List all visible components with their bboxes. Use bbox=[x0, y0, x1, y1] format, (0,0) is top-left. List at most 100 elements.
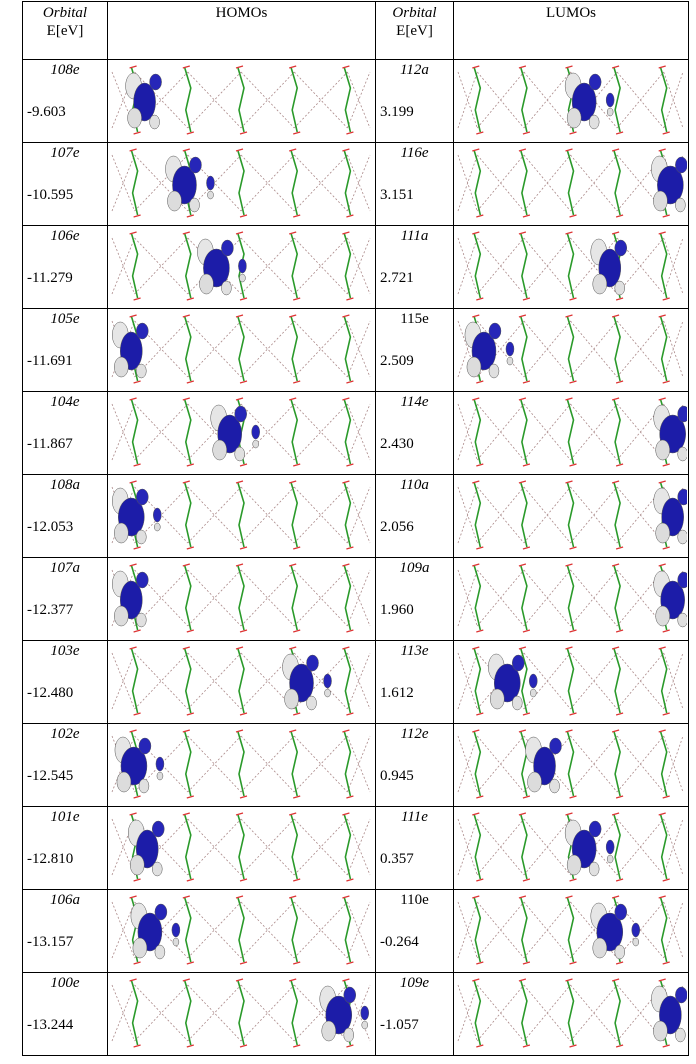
bond-dotted bbox=[476, 237, 525, 295]
image-cell bbox=[107, 723, 376, 807]
orbital-lobe bbox=[675, 156, 687, 174]
orbital-picture bbox=[111, 397, 371, 467]
image-cell bbox=[453, 640, 689, 724]
orbital-picture bbox=[457, 729, 684, 799]
atom-o bbox=[235, 563, 244, 567]
orbital-lobe bbox=[234, 446, 245, 462]
bond-dotted bbox=[293, 154, 348, 212]
bond-dotted bbox=[570, 735, 618, 793]
strand bbox=[613, 814, 621, 880]
atom-o bbox=[293, 961, 301, 965]
image-cell bbox=[453, 59, 689, 143]
orbital-lobe bbox=[677, 529, 687, 545]
atom-o bbox=[186, 463, 194, 467]
atom-o bbox=[235, 646, 244, 650]
atom-o bbox=[182, 231, 190, 235]
orbital-lobe bbox=[154, 944, 166, 960]
atom-o bbox=[186, 380, 194, 384]
atom-o bbox=[611, 314, 620, 318]
atom-o bbox=[342, 812, 350, 816]
orbital-lobe bbox=[189, 197, 200, 213]
orbital-lobe bbox=[206, 175, 215, 191]
atom-o bbox=[522, 795, 531, 799]
bond-dotted bbox=[457, 735, 478, 793]
strand bbox=[520, 150, 528, 216]
atom-o bbox=[476, 629, 484, 633]
atom-o bbox=[615, 297, 624, 301]
bond-dotted bbox=[240, 320, 295, 378]
bond-dotted bbox=[616, 237, 665, 295]
bond-dotted bbox=[476, 403, 525, 461]
strand bbox=[659, 731, 668, 797]
atom-o bbox=[565, 397, 573, 401]
orbital-label: 112a bbox=[400, 62, 429, 78]
strand bbox=[520, 731, 528, 797]
atom-o bbox=[569, 546, 577, 550]
bond-dotted bbox=[457, 403, 478, 461]
atom-o bbox=[342, 480, 350, 484]
bond-dotted bbox=[523, 320, 571, 378]
image-cell bbox=[107, 474, 376, 558]
strand bbox=[343, 565, 352, 631]
orbital-picture bbox=[457, 314, 684, 384]
atom-o bbox=[235, 314, 244, 318]
strand bbox=[290, 731, 299, 797]
orbital-lobe bbox=[505, 341, 515, 357]
atom-o bbox=[342, 314, 350, 318]
orbital-lobe bbox=[284, 688, 299, 710]
atom-o bbox=[342, 148, 350, 152]
header-cell: LUMOs bbox=[453, 1, 689, 60]
atom-o bbox=[569, 131, 577, 135]
atom-o bbox=[133, 463, 141, 467]
label-cell: 110a 2.056 bbox=[375, 474, 454, 558]
bond-dotted bbox=[134, 237, 189, 295]
atom-o bbox=[615, 131, 624, 135]
image-cell bbox=[453, 806, 689, 890]
atom-o bbox=[239, 131, 248, 135]
orbital-picture bbox=[111, 65, 371, 135]
orbital-label: 106a bbox=[50, 892, 80, 908]
atom-o bbox=[186, 297, 194, 301]
strand bbox=[290, 399, 299, 465]
bond-dotted bbox=[523, 71, 571, 129]
orbital-lobe bbox=[588, 861, 600, 877]
orbital-label: 103e bbox=[50, 643, 80, 659]
atom-o bbox=[476, 131, 484, 135]
atom-o bbox=[239, 546, 248, 550]
label-cell: 112e 0.945 bbox=[375, 723, 454, 807]
bond-dotted bbox=[293, 652, 348, 710]
atom-o bbox=[522, 712, 531, 716]
atom-o bbox=[235, 729, 244, 733]
orbital-lobe bbox=[251, 424, 260, 440]
header-cell: HOMOs bbox=[107, 1, 376, 60]
image-cell bbox=[107, 225, 376, 309]
orbital-lobe bbox=[154, 903, 168, 921]
orbital-lobe bbox=[675, 197, 686, 213]
bond-dotted bbox=[293, 237, 348, 295]
orbital-lobe bbox=[114, 356, 129, 378]
strand bbox=[659, 897, 668, 963]
orbital-energy: 0.945 bbox=[380, 768, 414, 784]
bond-dotted bbox=[293, 735, 348, 793]
atom-o bbox=[346, 463, 354, 467]
table-row: 100e -13.244 109e -1.057 bbox=[22, 972, 689, 1056]
label-cell: 111a 2.721 bbox=[375, 225, 454, 309]
bond-dotted bbox=[187, 652, 242, 710]
atom-o bbox=[289, 148, 297, 152]
orbital-lobe bbox=[343, 1027, 355, 1043]
atom-o bbox=[662, 131, 670, 135]
bond-dotted bbox=[570, 154, 618, 212]
orbital-picture bbox=[111, 231, 371, 301]
orbital-label: 114e bbox=[400, 394, 429, 410]
atom-o bbox=[239, 629, 248, 633]
atom-o bbox=[342, 563, 350, 567]
atom-o bbox=[129, 978, 137, 982]
atom-o bbox=[662, 629, 670, 633]
orbital-table: Orbital E[eV] HOMOs Orbital E[eV] LUMOs 10… bbox=[22, 1, 689, 1056]
atom-o bbox=[289, 231, 297, 235]
atom-o bbox=[293, 712, 301, 716]
atom-o bbox=[518, 480, 527, 484]
bond-dotted bbox=[240, 154, 295, 212]
orbital-picture bbox=[111, 812, 371, 882]
orbital-energy: -9.603 bbox=[27, 104, 66, 120]
